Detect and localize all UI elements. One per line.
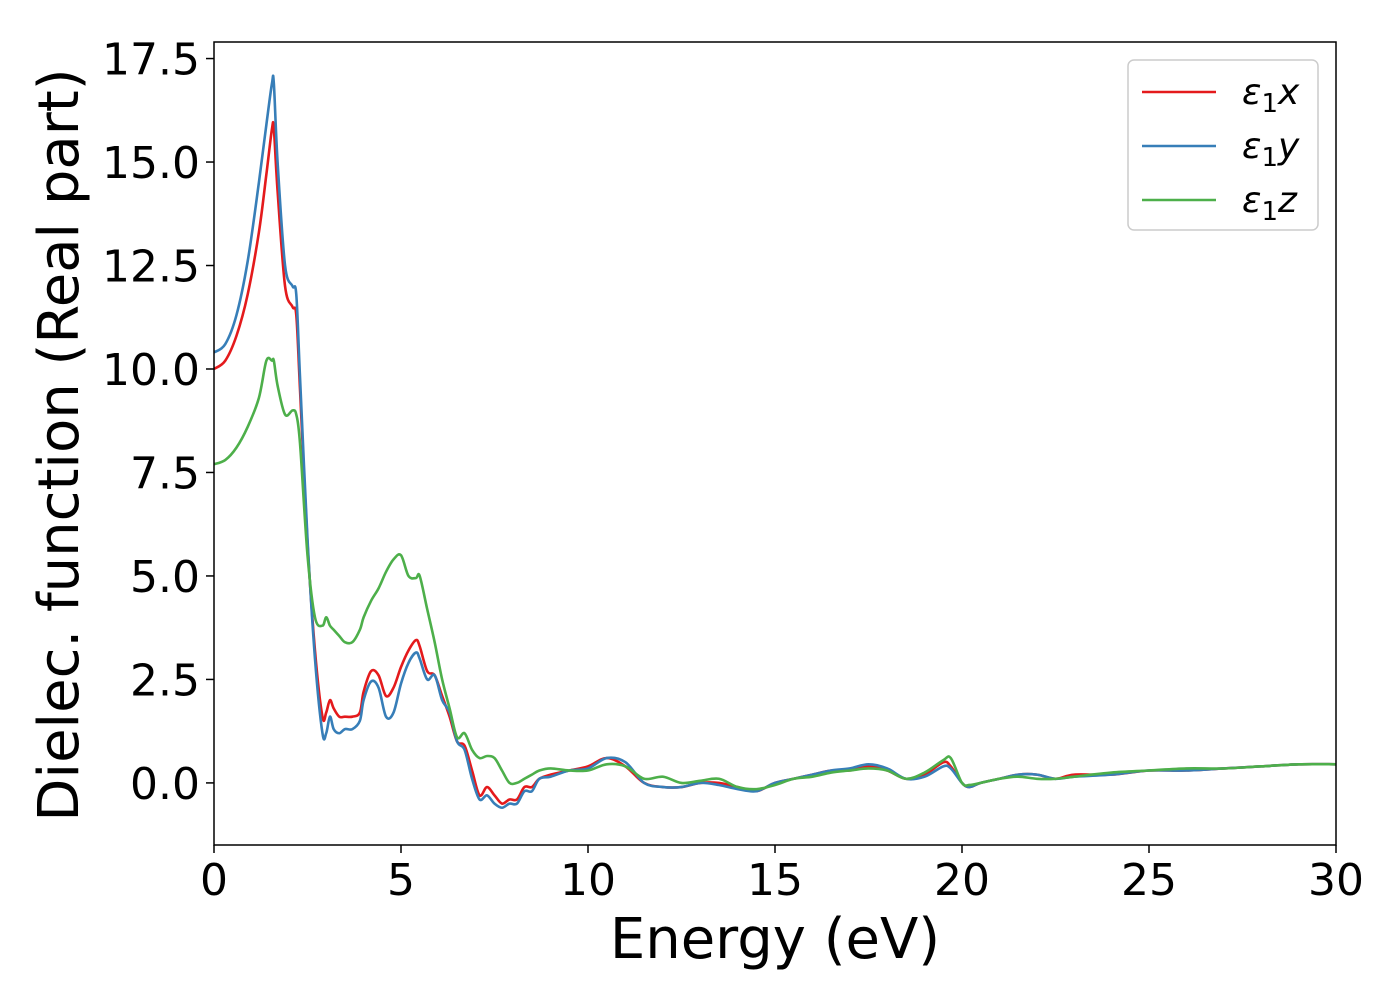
- legend-box: [1127, 59, 1319, 231]
- plot-area: [214, 74, 1336, 810]
- y-tick-label: 7.5: [130, 448, 200, 499]
- legend: ε1x ε1y ε1z: [1127, 59, 1319, 231]
- x-tick-label: 5: [387, 855, 415, 906]
- legend-label-z: ε1z: [1242, 180, 1298, 227]
- x-tick-label: 10: [560, 855, 616, 906]
- y-tick-label: 17.5: [102, 35, 200, 86]
- axes-frame: [213, 41, 1337, 846]
- y-axis-title: Dielec. function (Real part): [27, 68, 92, 821]
- x-tick-label: 0: [200, 855, 228, 906]
- y-tick-label: 0.0: [130, 759, 200, 810]
- series-line-z: [214, 356, 1336, 791]
- y-tick-label: 2.5: [130, 655, 200, 706]
- x-tick-label: 20: [934, 855, 990, 906]
- y-axis: 0.0 2.5 5.0 7.5 10.0 12.5 15.0 17.5: [102, 35, 214, 810]
- x-axis: 0 5 10 15 20 25 30: [200, 845, 1364, 906]
- legend-label-y: ε1y: [1242, 126, 1300, 173]
- y-tick-label: 5.0: [130, 552, 200, 603]
- x-tick-label: 15: [747, 855, 803, 906]
- x-tick-label: 30: [1308, 855, 1364, 906]
- y-tick-label: 15.0: [102, 138, 200, 189]
- x-tick-label: 25: [1121, 855, 1177, 906]
- legend-label-x: ε1x: [1242, 72, 1300, 119]
- y-tick-label: 10.0: [102, 345, 200, 396]
- y-tick-label: 12.5: [102, 242, 200, 293]
- x-axis-title: Energy (eV): [610, 907, 940, 972]
